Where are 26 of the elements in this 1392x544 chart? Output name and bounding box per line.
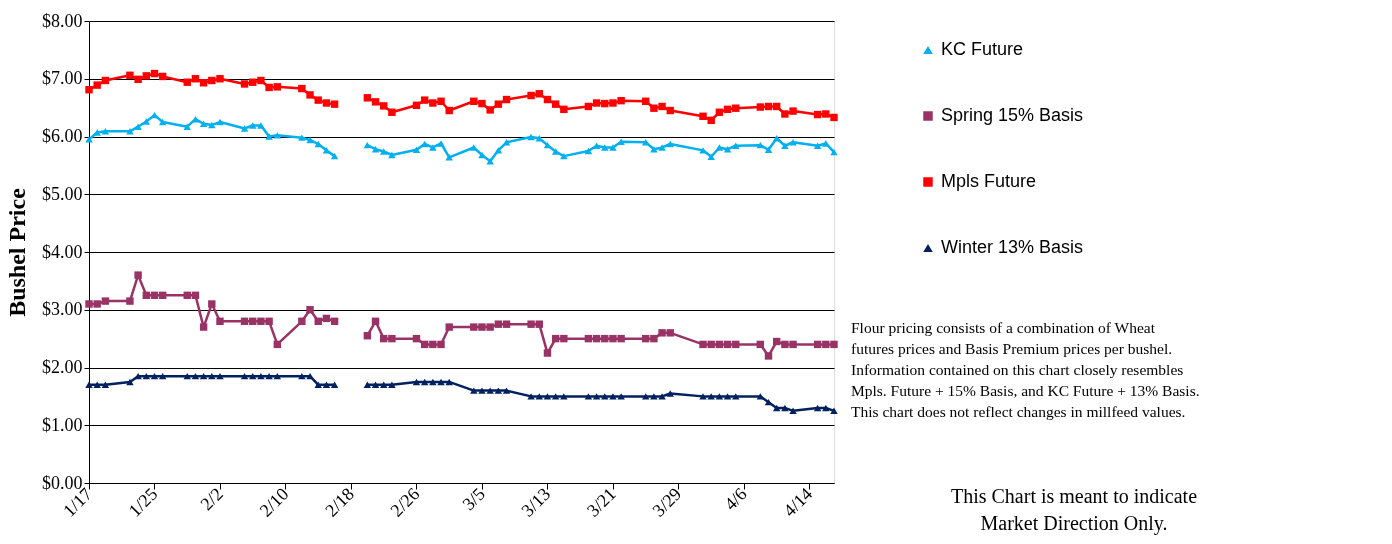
legend-label: Winter 13% Basis xyxy=(941,237,1084,257)
y-tick-label: $2.00 xyxy=(42,357,83,377)
y-tick-label: $4.00 xyxy=(42,241,83,262)
x-tick-label: 3/21 xyxy=(583,483,620,521)
x-tick-label: 4/14 xyxy=(779,483,817,521)
y-tick-label: $3.00 xyxy=(42,299,83,320)
y-tick-label: $5.00 xyxy=(42,183,83,204)
x-tick-label: 2/10 xyxy=(255,483,293,521)
x-tick-label: 2/2 xyxy=(196,483,227,515)
legend-label: Spring 15% Basis xyxy=(941,105,1084,125)
legend-label: KC Future xyxy=(941,39,1024,59)
x-tick-label: 2/26 xyxy=(386,483,424,521)
y-tick-label: $6.00 xyxy=(42,126,83,146)
legend-label: Mpls Future xyxy=(941,171,1037,191)
text: This Chart is meant to indicate Market Direction Only. xyxy=(950,485,1198,535)
x-tick-label: 2/18 xyxy=(321,483,358,521)
text: Flour pricing consists of a combination of Wheat futures prices and Basis Premium prices per bushel. Information contained on this chart closely resembles Mpls. Future + 15% Basis, and KC Future + 13% Basis. This chart does not reflect changes in millfeed values. xyxy=(851,319,1200,420)
x-tick-label: 3/13 xyxy=(517,483,555,521)
y-axis-title: Bushel Price xyxy=(4,187,30,317)
y-tick-label: $8.00 xyxy=(42,10,83,31)
x-tick-label: 4/6 xyxy=(720,483,751,515)
x-tick-label: 3/29 xyxy=(648,483,686,521)
y-tick-label: $7.00 xyxy=(42,68,83,89)
y-tick-label: $1.00 xyxy=(42,414,83,435)
x-tick-label: 3/5 xyxy=(458,483,489,515)
x-tick-label: 1/25 xyxy=(124,483,162,521)
